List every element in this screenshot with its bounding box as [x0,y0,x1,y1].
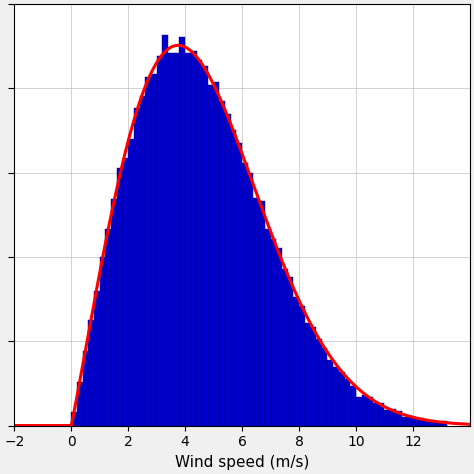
Bar [441,421,447,426]
Bar [185,53,191,426]
Bar [242,163,248,426]
Bar [390,409,396,426]
Bar [316,338,322,426]
Bar [225,114,231,426]
Bar [401,417,407,426]
Bar [105,229,111,426]
Bar [259,201,265,426]
Bar [248,173,254,426]
Bar [293,297,299,426]
Bar [231,130,237,426]
Bar [276,248,282,426]
Bar [134,108,140,426]
Bar [362,395,367,426]
Bar [271,239,276,426]
Bar [328,360,333,426]
Bar [419,419,424,426]
Bar [396,411,401,426]
Bar [436,421,441,426]
Bar [111,199,117,426]
Bar [202,66,208,426]
Bar [94,291,100,426]
Bar [299,306,305,426]
Bar [117,168,123,426]
Bar [77,382,82,426]
Bar [424,420,430,426]
Bar [157,56,163,426]
Bar [322,348,328,426]
Bar [413,418,419,426]
Bar [146,77,151,426]
Bar [140,97,146,426]
Bar [163,36,168,426]
Bar [333,366,339,426]
Bar [305,323,310,426]
Bar [71,411,77,426]
Bar [310,327,316,426]
Bar [191,51,197,426]
Bar [219,101,225,426]
Bar [282,269,288,426]
Bar [350,386,356,426]
Bar [88,320,94,426]
Bar [168,53,174,426]
Bar [208,85,214,426]
Bar [180,37,185,426]
Bar [128,139,134,426]
Bar [288,277,293,426]
Bar [339,372,345,426]
Bar [265,229,271,426]
X-axis label: Wind speed (m/s): Wind speed (m/s) [175,455,309,470]
Bar [174,53,180,426]
Bar [373,403,379,426]
Bar [384,410,390,426]
Bar [345,379,350,426]
Bar [197,60,202,426]
Bar [123,158,128,426]
Bar [407,416,413,426]
Bar [254,198,259,426]
Bar [151,74,157,426]
Bar [100,256,105,426]
Bar [214,82,219,426]
Bar [379,403,384,426]
Bar [430,421,436,426]
Bar [82,351,88,426]
Bar [237,143,242,426]
Bar [367,397,373,426]
Bar [356,397,362,426]
